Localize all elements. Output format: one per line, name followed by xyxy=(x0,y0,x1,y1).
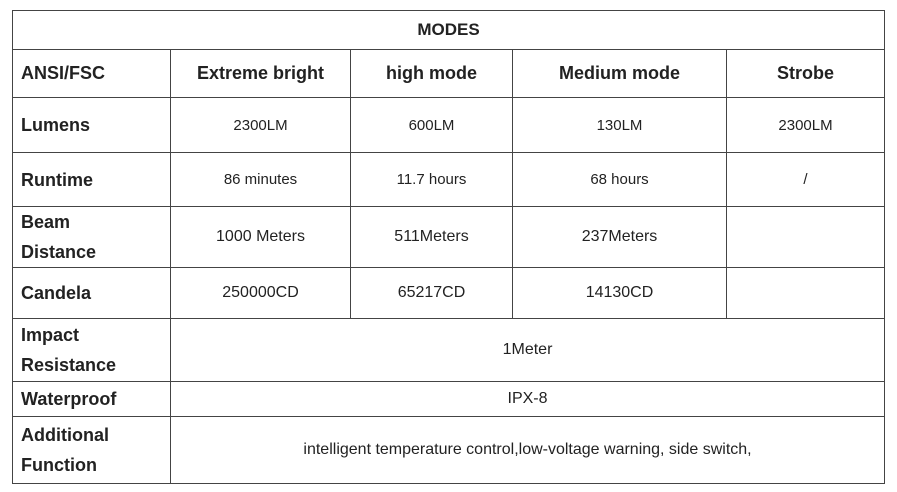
cell: 14130CD xyxy=(512,267,727,319)
data-row: Candela 250000CD 65217CD 14130CD xyxy=(12,267,886,319)
cell: 65217CD xyxy=(350,267,513,319)
modes-table: MODES ANSI/FSC Extreme bright high mode Med… xyxy=(11,10,886,484)
cell: / xyxy=(725,152,886,207)
header-cell: Medium mode xyxy=(512,49,727,98)
row-label-text: Waterproof xyxy=(21,389,117,409)
header-cell: ANSI/FSC xyxy=(12,49,171,98)
cell: 237Meters xyxy=(512,206,727,268)
data-row: Runtime 86 minutes 11.7 hours 68 hours / xyxy=(12,152,886,207)
table-title: MODES xyxy=(11,10,886,50)
header-row: ANSI/FSC Extreme bright high mode Medium mo… xyxy=(12,49,886,98)
cell: 86 minutes xyxy=(170,152,351,207)
title-row: MODES xyxy=(11,10,886,50)
row-label: Waterproof xyxy=(12,381,171,417)
row-label-text: Runtime xyxy=(21,169,93,190)
header-cell: Extreme bright xyxy=(170,49,351,98)
row-label-text: Candela xyxy=(21,283,92,303)
table-body: MODES ANSI/FSC Extreme bright high mode Med… xyxy=(11,10,886,484)
data-row: Beam Distance 1000 Meters 511Meters 237Mete… xyxy=(12,206,886,268)
cell: IPX-8 xyxy=(169,381,886,417)
cell: 130LM xyxy=(512,97,727,153)
header-cell: high mode xyxy=(350,49,513,98)
cell: 2300LM xyxy=(725,97,886,153)
cell: 600LM xyxy=(350,97,513,153)
cell: 250000CD xyxy=(170,267,351,319)
data-row: Waterproof IPX-8 xyxy=(12,381,886,417)
data-row: Additional Function intelligent temperatu… xyxy=(12,416,886,484)
row-label: Additional Function xyxy=(12,416,171,484)
cell: 11.7 hours xyxy=(350,152,513,207)
row-label-text: Beam Distance xyxy=(21,212,97,262)
row-label: Lumens xyxy=(12,97,171,153)
empty-cell xyxy=(725,206,886,268)
cell: intelligent temperature control,low-volt… xyxy=(169,416,886,484)
cell: 511Meters xyxy=(350,206,513,268)
row-label-text: Additional Function xyxy=(21,425,109,475)
header-cell: Strobe xyxy=(725,49,886,98)
data-row: Lumens 2300LM 600LM 130LM 2300LM xyxy=(12,97,886,153)
row-label: Beam Distance xyxy=(12,206,171,268)
row-label: Impact Resistance xyxy=(12,318,171,382)
row-label-text: Impact Resistance xyxy=(21,325,117,375)
row-label: Candela xyxy=(12,267,171,319)
cell: 2300LM xyxy=(170,97,351,153)
empty-cell xyxy=(725,267,886,319)
cell: 68 hours xyxy=(512,152,727,207)
cell: 1000 Meters xyxy=(170,206,351,268)
cell: 1Meter xyxy=(169,318,886,382)
data-row: Impact Resistance 1Meter xyxy=(12,318,886,382)
row-label: Runtime xyxy=(12,152,171,207)
row-label-text: Lumens xyxy=(21,115,91,135)
